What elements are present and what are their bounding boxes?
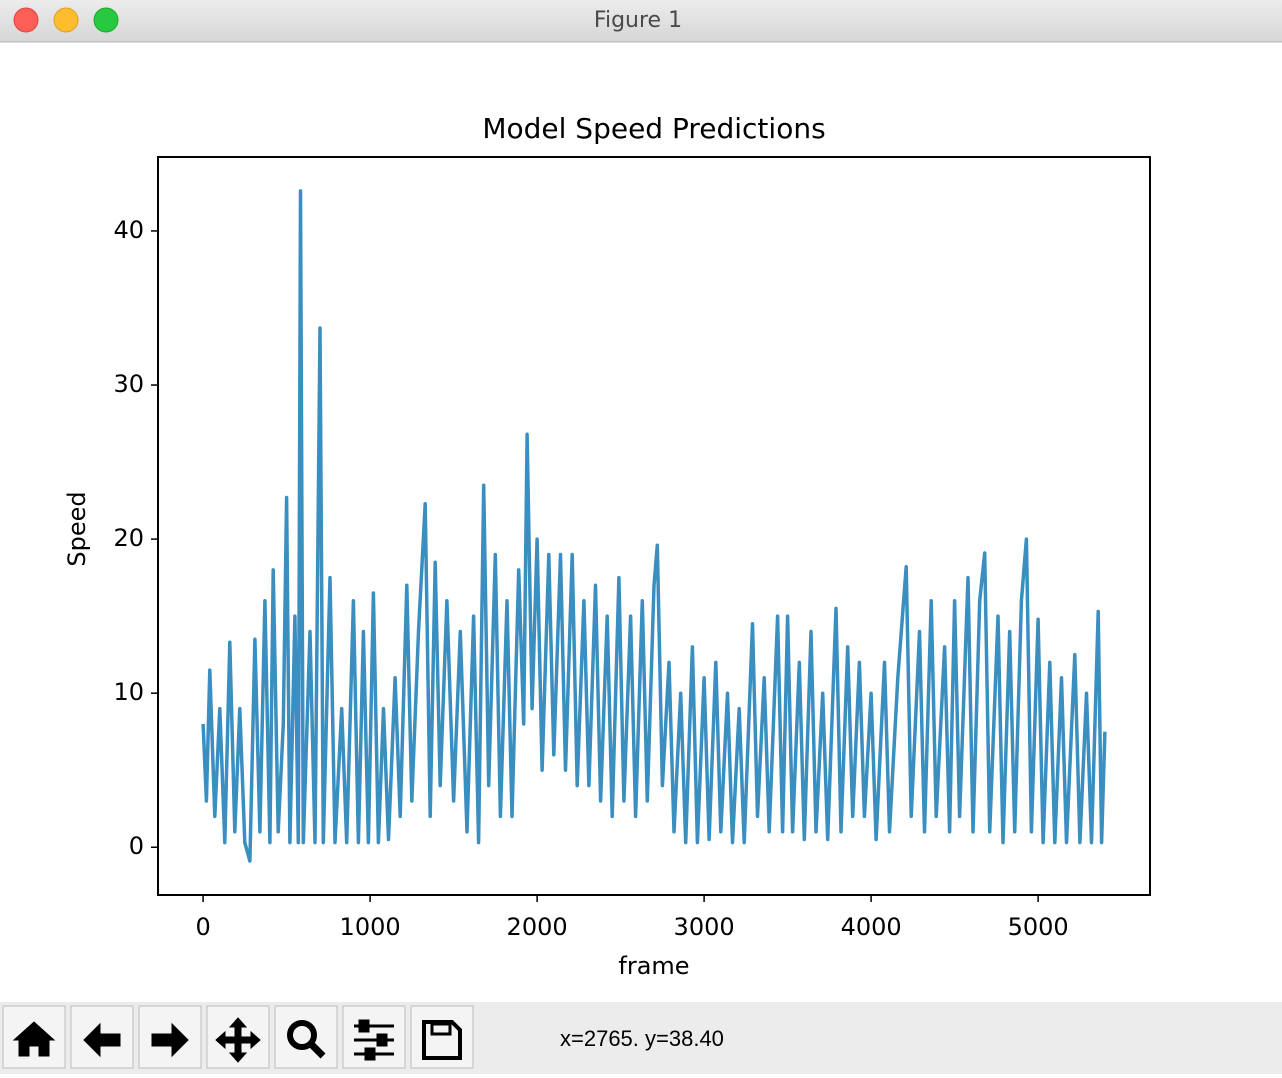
y-tick-label: 0	[129, 832, 144, 860]
x-tick-label: 5000	[1008, 913, 1069, 941]
y-axis-label: Speed	[63, 491, 91, 566]
toolbar-icons	[12, 1017, 462, 1063]
x-tick-label: 1000	[340, 913, 401, 941]
close-button[interactable]	[13, 7, 39, 33]
home-icon	[12, 1021, 56, 1057]
save-icon-slot	[430, 1022, 452, 1036]
y-tick-label: 30	[113, 370, 144, 398]
save-icon	[422, 1020, 462, 1060]
x-tick-label: 0	[195, 913, 210, 941]
zoom-icon-handle	[308, 1041, 326, 1059]
plot-frame	[157, 156, 1151, 896]
zoom-icon-lens	[287, 1020, 317, 1050]
forward-icon	[151, 1022, 189, 1058]
title-bar	[0, 0, 1282, 42]
zoom-tool-button[interactable]	[274, 1005, 338, 1069]
pan-icon	[215, 1017, 261, 1063]
x-tick-label: 4000	[841, 913, 902, 941]
x-axis-label: frame	[618, 952, 689, 980]
back-icon	[83, 1022, 121, 1058]
speed-line	[201, 189, 1107, 863]
chart-title: Model Speed Predictions	[482, 112, 825, 145]
y-tick-label: 40	[113, 216, 144, 244]
y-tick-label: 20	[113, 524, 144, 552]
x-tick-label: 2000	[507, 913, 568, 941]
x-tick-label: 3000	[674, 913, 735, 941]
minimize-button[interactable]	[53, 7, 79, 33]
y-tick-label: 10	[113, 678, 144, 706]
window-title: Figure 1	[594, 8, 682, 33]
configure-icon	[354, 1019, 394, 1061]
plot: 0 1000 2000 3000 4000 5000 0 10 20 30 40	[113, 189, 1107, 941]
status-text: x=2765. y=38.40	[560, 1026, 724, 1051]
zoom-button[interactable]	[93, 7, 119, 33]
